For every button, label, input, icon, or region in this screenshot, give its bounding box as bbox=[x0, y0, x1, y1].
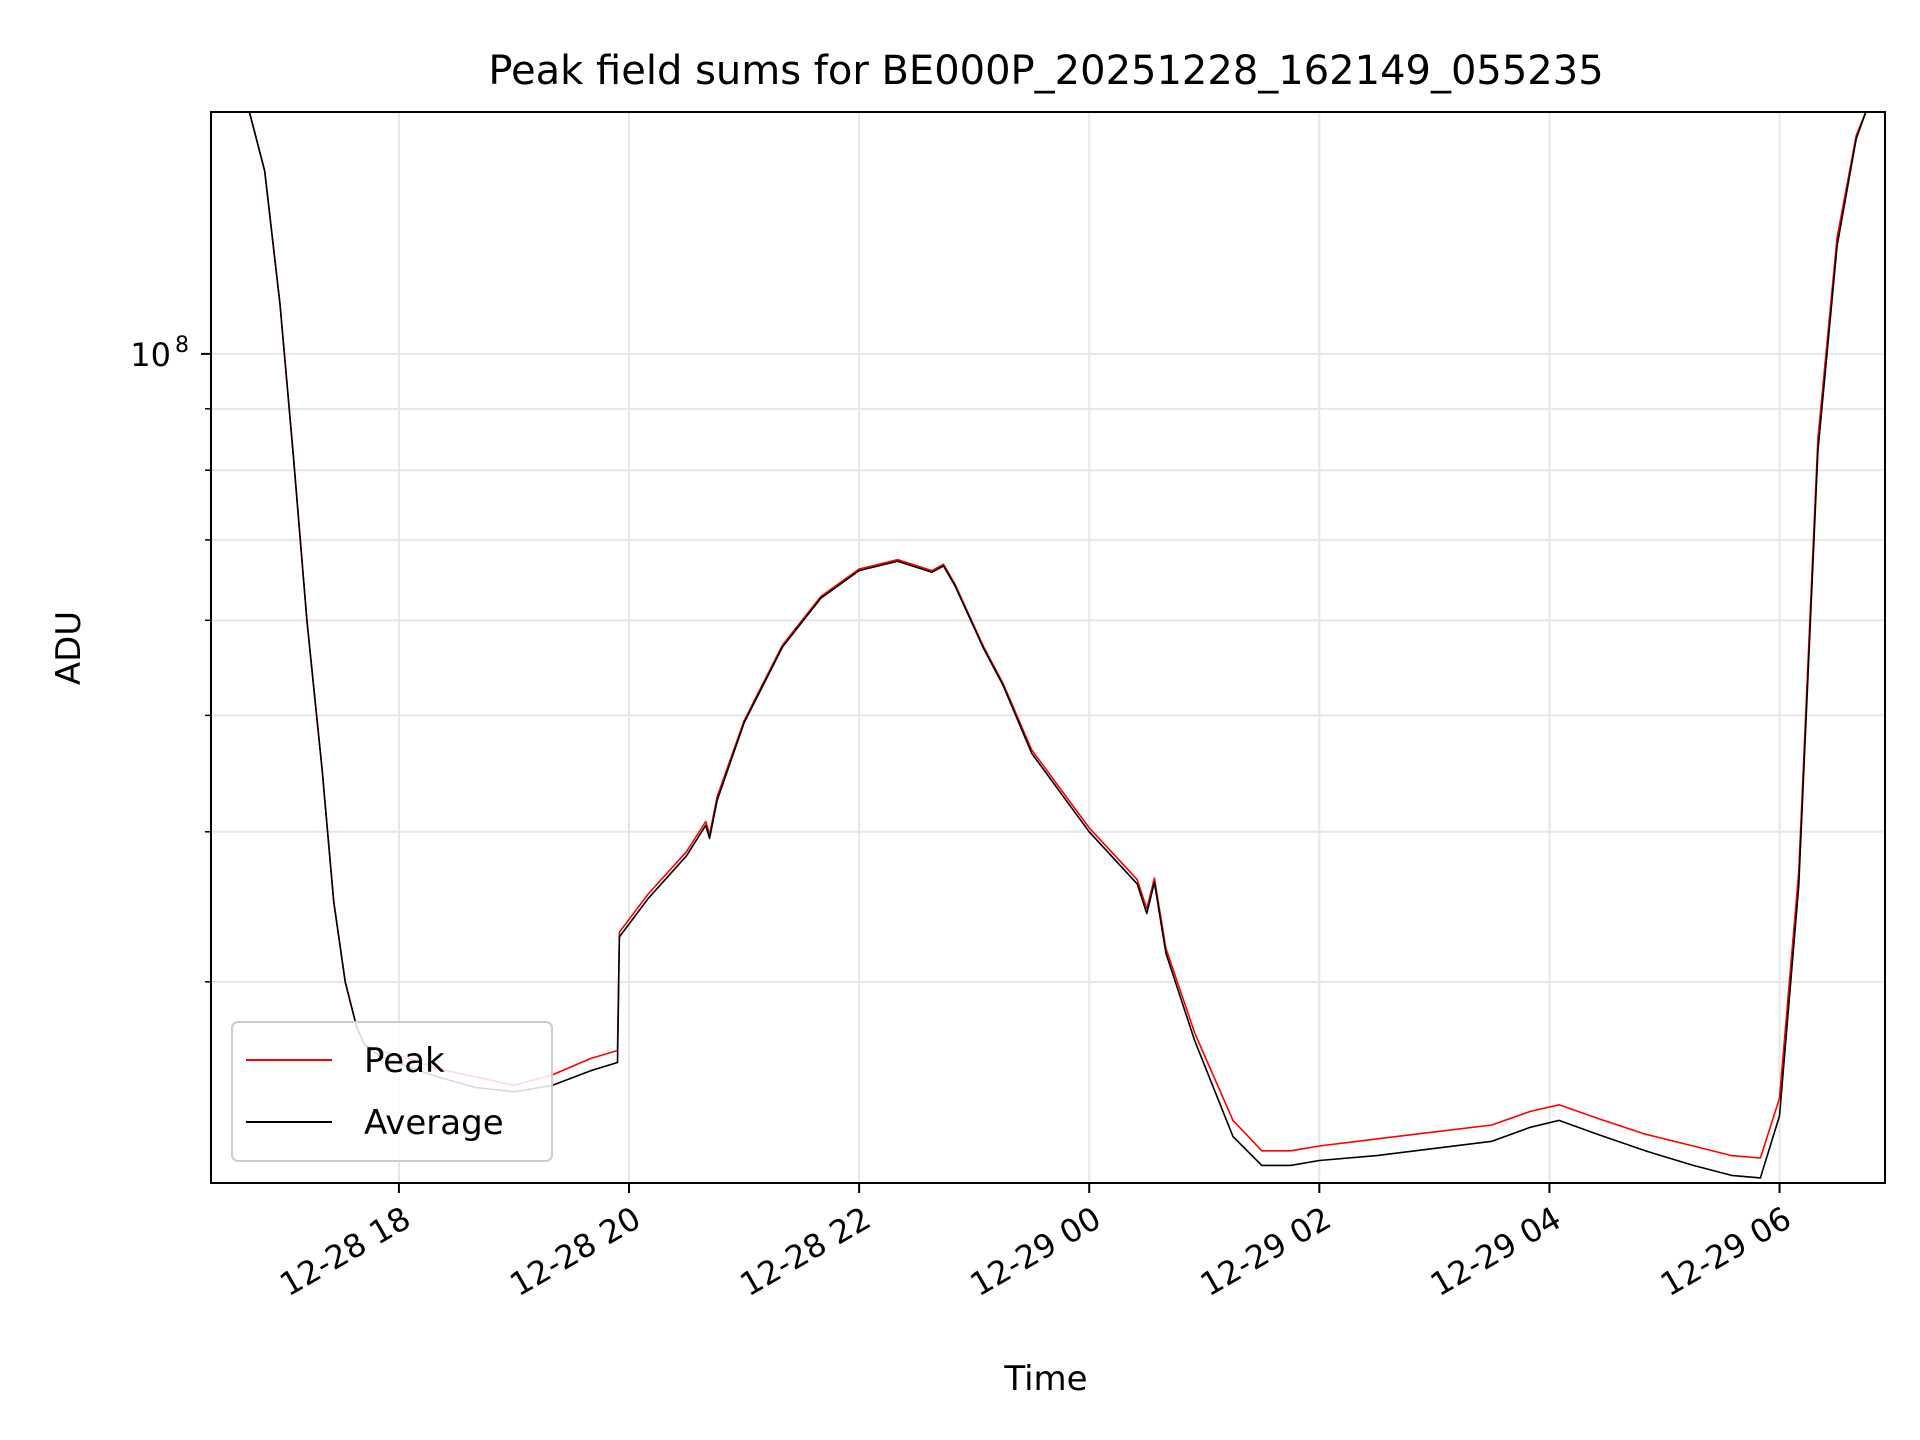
y-tick-base: 10 bbox=[130, 336, 171, 374]
chart-title: Peak field sums for BE000P_20251228_1621… bbox=[488, 48, 1603, 94]
x-axis-ticks: 12-28 18 12-28 20 12-28 22 12-29 00 12-29 02… bbox=[273, 1183, 1798, 1304]
x-axis-label: Time bbox=[1003, 1359, 1087, 1399]
x-tick-label: 12-29 02 bbox=[1194, 1199, 1338, 1304]
x-tick-label: 12-29 04 bbox=[1424, 1199, 1568, 1304]
x-tick-label: 12-28 18 bbox=[273, 1199, 417, 1304]
x-tick-label: 12-29 00 bbox=[964, 1199, 1108, 1304]
series-line-peak bbox=[248, 112, 1867, 1159]
x-tick-label: 12-28 22 bbox=[734, 1199, 878, 1304]
grid bbox=[211, 112, 1885, 1183]
legend-label-peak: Peak bbox=[364, 1041, 445, 1081]
y-axis-label: ADU bbox=[49, 611, 89, 685]
y-tick-label: 10 bbox=[130, 336, 171, 374]
plot-frame bbox=[210, 111, 1886, 1184]
series-peak bbox=[248, 112, 1867, 1159]
series-layer bbox=[248, 112, 1867, 1179]
legend-label-average: Average bbox=[364, 1103, 504, 1143]
x-tick-label: 12-29 06 bbox=[1654, 1199, 1798, 1304]
y-axis-ticks: 10 8 bbox=[130, 333, 211, 983]
series-line-average bbox=[248, 112, 1867, 1179]
legend-box bbox=[231, 1021, 553, 1162]
legend: Peak Average bbox=[231, 1021, 553, 1162]
x-tick-label: 12-28 20 bbox=[503, 1199, 647, 1304]
series-average bbox=[248, 112, 1867, 1179]
y-tick-exponent: 8 bbox=[175, 333, 189, 358]
